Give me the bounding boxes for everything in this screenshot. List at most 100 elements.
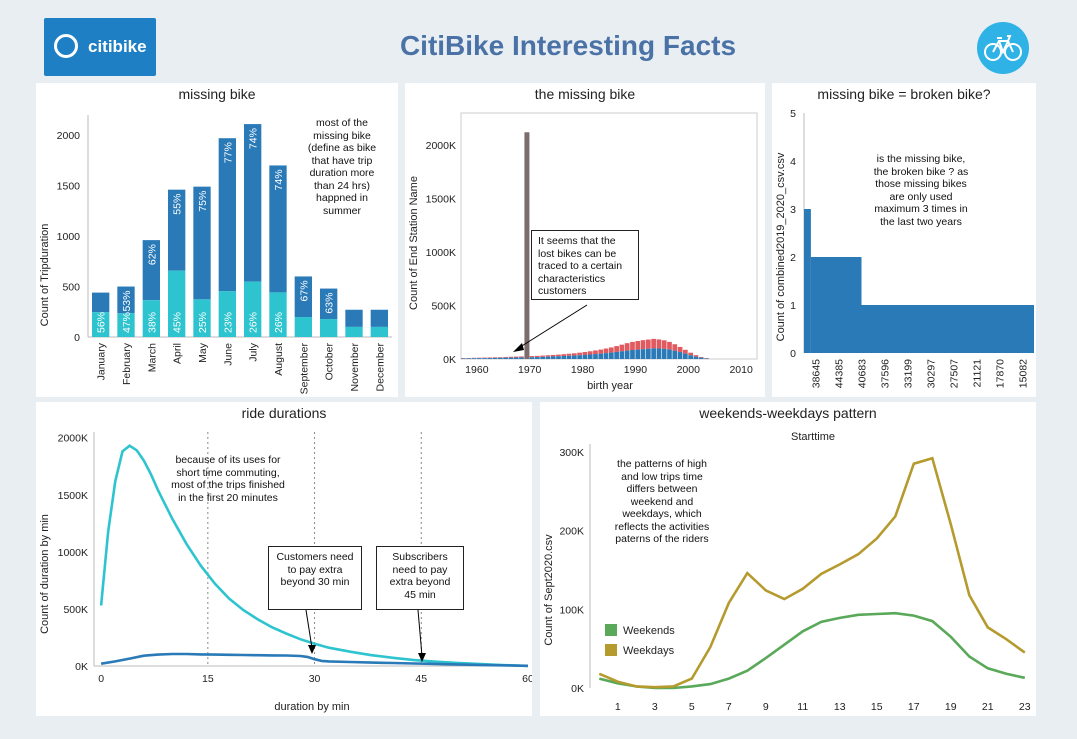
bar-red bbox=[661, 340, 667, 349]
bar-blue bbox=[566, 355, 572, 359]
legend-swatch bbox=[605, 644, 617, 656]
bar-blue bbox=[672, 350, 678, 359]
bar-blue bbox=[640, 349, 646, 359]
y-tick-label: 0 bbox=[74, 332, 80, 344]
bar-light bbox=[193, 299, 211, 337]
bar-blue bbox=[656, 348, 662, 359]
ride-durations-panel: ride durations Count of duration by min … bbox=[36, 402, 532, 716]
bar-light bbox=[142, 300, 160, 337]
data-label: 25% bbox=[197, 312, 209, 333]
broken-bike-note: is the missing bike, the broken bike ? a… bbox=[873, 153, 969, 228]
y-tick-label: 2000 bbox=[57, 130, 81, 142]
x-tick-label: 27507 bbox=[949, 359, 961, 388]
series-line bbox=[598, 456, 1026, 689]
bar-blue bbox=[688, 355, 693, 359]
data-label: 77% bbox=[222, 142, 234, 163]
x-tick-label: 15 bbox=[202, 673, 214, 685]
bar-blue bbox=[624, 350, 630, 359]
bar-red bbox=[635, 341, 641, 350]
legend-label: Weekends bbox=[623, 625, 675, 637]
bar-blue bbox=[556, 356, 561, 359]
x-tick-label: October bbox=[324, 343, 336, 381]
x-tick-label: June bbox=[222, 343, 234, 366]
bar-red bbox=[482, 357, 487, 359]
x-tick-label: April bbox=[172, 343, 184, 364]
bar-red bbox=[535, 355, 540, 358]
x-tick-label: 1970 bbox=[518, 364, 542, 376]
x-tick-label: February bbox=[121, 342, 133, 385]
bar-red bbox=[630, 341, 635, 351]
bar-blue bbox=[482, 358, 487, 359]
x-tick-label: January bbox=[96, 342, 108, 380]
y-tick-label: 5 bbox=[790, 108, 796, 120]
y-tick-label: 1000K bbox=[58, 547, 88, 559]
y-tick-label: 0K bbox=[571, 683, 584, 695]
bar-red bbox=[651, 338, 656, 349]
y-tick-label: 1500 bbox=[57, 181, 81, 193]
x-tick-label: 30 bbox=[309, 673, 321, 685]
bar-dark bbox=[294, 276, 312, 318]
bar-blue bbox=[466, 358, 471, 359]
x-tick-label: 2010 bbox=[729, 364, 753, 376]
x-tick-label: December bbox=[374, 342, 386, 391]
y-axis-label: Count of End Station Name bbox=[408, 176, 420, 310]
weekends-weekdays-panel: weekends-weekdays pattern Starttime Coun… bbox=[540, 402, 1036, 716]
bar-blue bbox=[630, 350, 635, 359]
y-axis-label: Count of combined2019_2020_csv.csv bbox=[775, 152, 787, 341]
callout-arrow bbox=[305, 609, 313, 649]
duration-line bbox=[99, 444, 529, 668]
bar-blue bbox=[683, 353, 688, 359]
y-tick-label: 1000 bbox=[57, 231, 81, 243]
bar-light bbox=[269, 292, 287, 337]
bar-blue bbox=[508, 357, 514, 359]
callout-arrowhead bbox=[418, 653, 426, 662]
x-tick-label: May bbox=[197, 342, 209, 363]
bar-red bbox=[656, 339, 662, 349]
y-tick-label: 0K bbox=[443, 354, 456, 366]
bar-blue bbox=[635, 349, 641, 359]
bar-red bbox=[598, 349, 604, 354]
bar-blue bbox=[667, 349, 672, 359]
bar-light bbox=[294, 317, 312, 337]
bar-red bbox=[646, 339, 651, 349]
x-tick-label: 44385 bbox=[834, 359, 846, 388]
x-tick-label: 60 bbox=[522, 673, 532, 685]
x-axis-label: birth year bbox=[587, 380, 633, 392]
y-tick-label: 1500K bbox=[58, 490, 88, 502]
step-bar bbox=[804, 209, 811, 353]
bar-dark bbox=[168, 189, 186, 271]
data-label: 74% bbox=[248, 128, 260, 149]
bar-red bbox=[619, 344, 625, 352]
y-tick-label: 4 bbox=[790, 156, 796, 168]
page-title: CitiBike Interesting Facts bbox=[399, 30, 737, 61]
data-label: 26% bbox=[273, 312, 285, 333]
data-label: 75% bbox=[197, 191, 209, 212]
x-tick-label: 1 bbox=[615, 701, 621, 713]
y-tick-label: 1 bbox=[790, 300, 796, 312]
bar-blue bbox=[492, 357, 498, 359]
bar-blue bbox=[704, 358, 709, 359]
x-tick-label: 0 bbox=[98, 673, 104, 685]
bar-blue bbox=[461, 358, 466, 359]
bar-red bbox=[487, 357, 493, 359]
bar-dark bbox=[370, 309, 388, 327]
x-tick-label: 17 bbox=[908, 701, 920, 713]
bar-dark bbox=[218, 138, 236, 292]
x-tick-label: 19 bbox=[945, 701, 957, 713]
data-label: 47% bbox=[121, 312, 133, 333]
bar-blue bbox=[519, 357, 524, 359]
bar-red bbox=[614, 346, 619, 352]
bar-blue bbox=[609, 352, 614, 359]
panel-title: weekends-weekdays pattern bbox=[699, 405, 877, 421]
y-tick-label: 200K bbox=[559, 526, 584, 538]
x-tick-label: September bbox=[298, 343, 310, 395]
legend-label: Weekdays bbox=[623, 645, 675, 657]
missing-bike-panel: missing bike Count of Tripduration 0 500 1… bbox=[36, 83, 398, 397]
bar-blue bbox=[698, 357, 704, 359]
x-tick-label: 3 bbox=[652, 701, 658, 713]
bar-red bbox=[577, 352, 582, 356]
y-tick-label: 2000K bbox=[58, 433, 88, 445]
bar-red bbox=[566, 353, 572, 356]
bar-blue bbox=[503, 357, 508, 359]
bar-red bbox=[624, 343, 630, 351]
